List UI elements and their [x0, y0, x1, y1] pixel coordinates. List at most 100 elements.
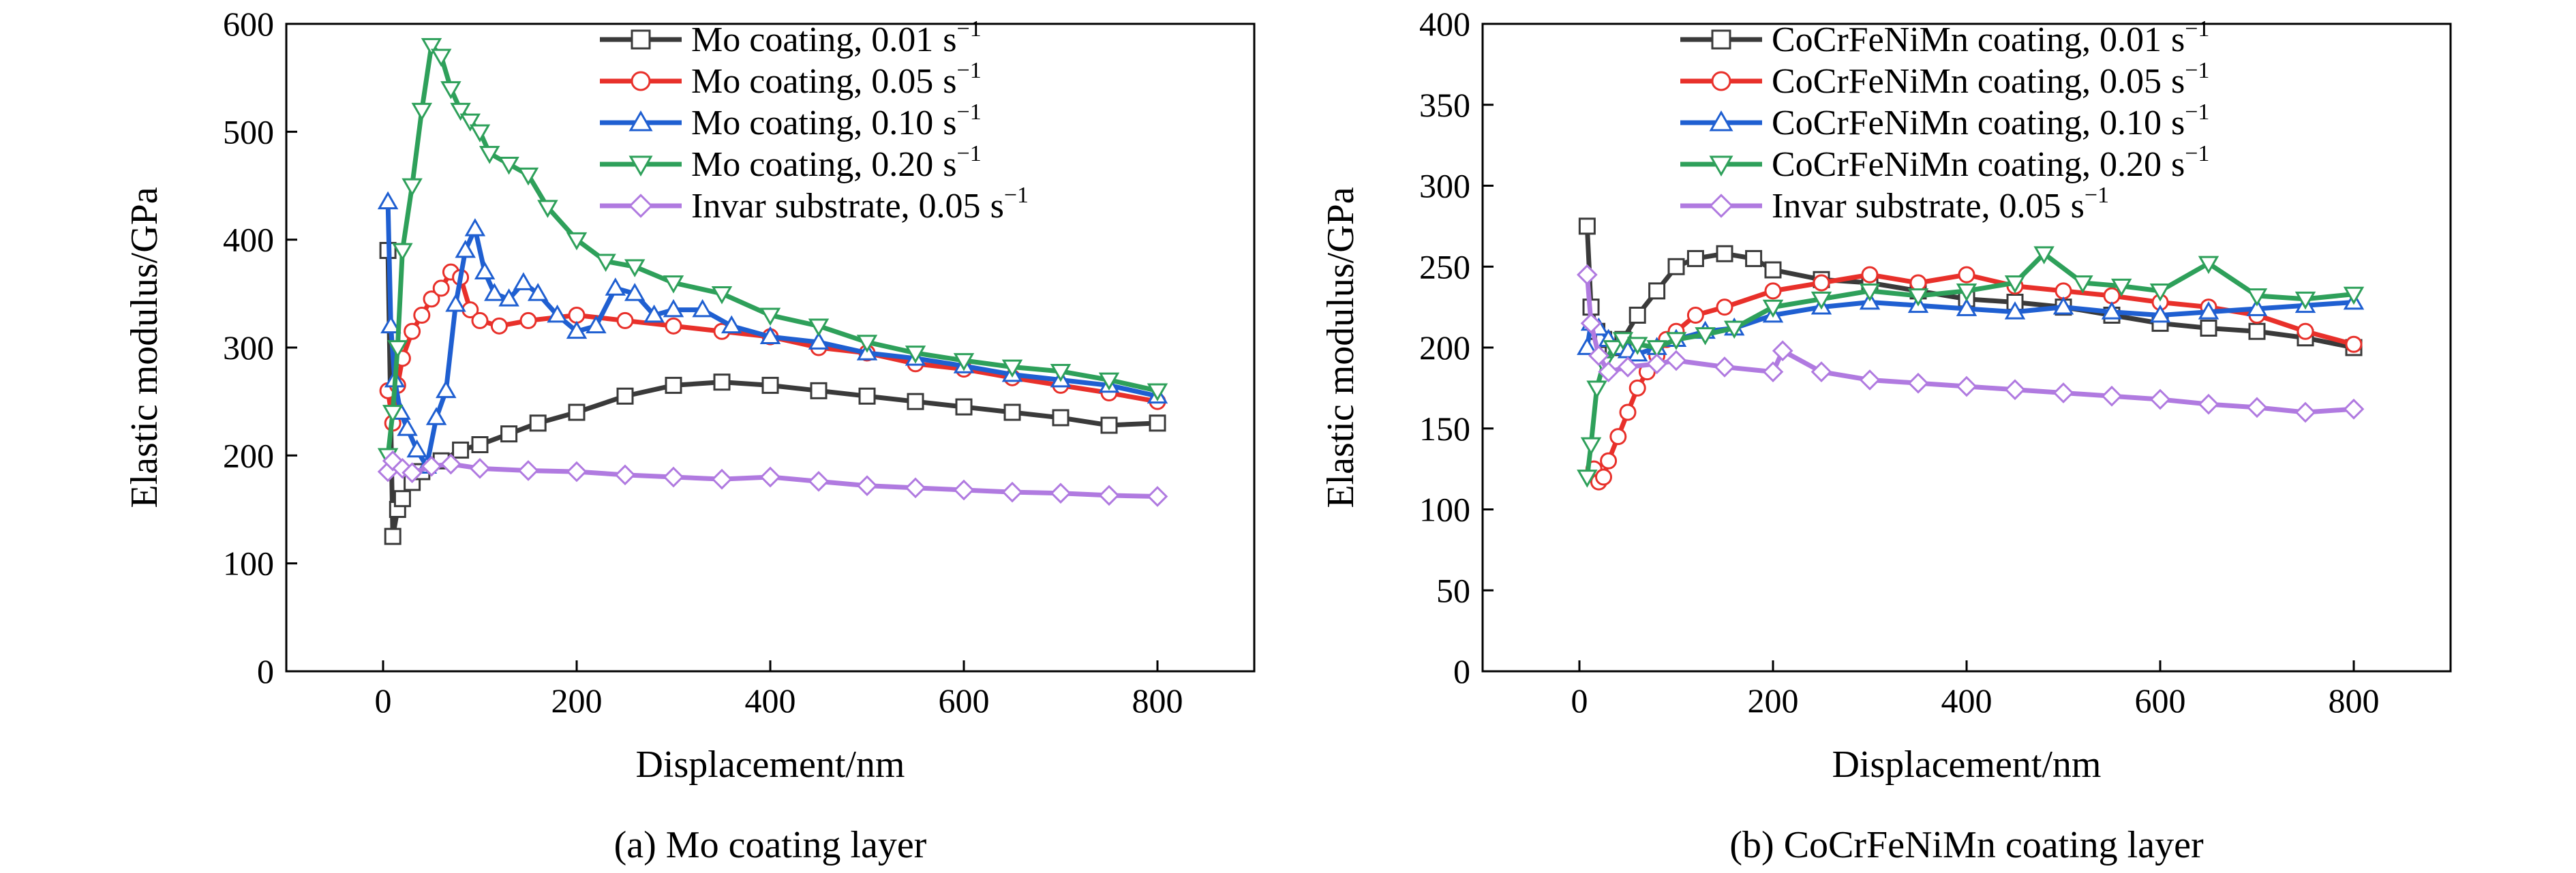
- data-point: [450, 102, 471, 121]
- legend-marker: [628, 194, 653, 218]
- data-point: [1958, 266, 1975, 284]
- data-point: [566, 461, 588, 483]
- data-point: [519, 311, 537, 329]
- legend-label: Mo coating, 0.05 s−1: [691, 58, 982, 101]
- data-point: [953, 353, 975, 371]
- data-point: [517, 167, 539, 186]
- data-point: [905, 477, 926, 499]
- data-point: [1762, 361, 1784, 382]
- chart-panel-a: 0 200 400 600 800 0 100 200 300 400 500 600 Displace…: [123, 5, 1256, 866]
- legend-marker: [1711, 71, 1731, 91]
- series-line: [1584, 272, 2357, 415]
- data-point: [2103, 287, 2121, 305]
- data-point: [479, 146, 500, 164]
- data-point: [537, 200, 558, 218]
- data-point: [2101, 301, 2123, 320]
- data-point: [2200, 320, 2217, 337]
- legend-unit-exponent: −1: [2085, 183, 2109, 208]
- y-tick-label: 100: [1419, 491, 1470, 529]
- legend-unit-exponent: −1: [957, 99, 982, 125]
- data-point: [1716, 245, 1733, 262]
- data-point: [568, 403, 586, 421]
- legend-entry: CoCrFeNiMn coating, 0.01 s−1: [1680, 16, 2209, 59]
- data-point: [397, 418, 418, 436]
- y-tick-label: 50: [1436, 571, 1470, 609]
- data-point: [452, 441, 470, 459]
- data-point: [1686, 307, 1704, 324]
- data-point: [665, 317, 682, 335]
- data-point: [1723, 320, 1745, 339]
- legend-unit: s: [2171, 104, 2185, 142]
- data-point: [1628, 307, 1646, 324]
- x-tick-label: 400: [1941, 681, 1992, 720]
- legend-unit-exponent: −1: [2185, 58, 2209, 83]
- legend-entry: Mo coating, 0.01 s−1: [600, 16, 982, 59]
- data-point: [953, 479, 975, 501]
- data-point: [808, 318, 830, 337]
- data-point: [568, 307, 586, 324]
- data-point: [406, 439, 427, 458]
- legend-name: Mo coating, 0.01: [691, 20, 933, 59]
- legend-unit: s: [943, 104, 956, 142]
- y-tick-label: 300: [223, 328, 274, 367]
- panel-caption: (b) CoCrFeNiMn coating layer: [1729, 824, 2204, 866]
- legend-name: Invar substrate, 0.05: [691, 187, 981, 226]
- data-point: [2004, 301, 2026, 320]
- legend-label: CoCrFeNiMn coating, 0.05 s−1: [1772, 58, 2209, 101]
- data-point: [2297, 322, 2314, 340]
- data-point: [445, 294, 466, 312]
- data-point: [1907, 372, 1929, 394]
- y-tick-label: 500: [223, 112, 274, 151]
- data-point: [413, 307, 431, 324]
- legend-marker: [1709, 194, 1733, 218]
- series-triangle-down: [1577, 246, 2365, 488]
- data-point: [469, 124, 491, 142]
- data-point: [384, 527, 401, 545]
- data-point: [1859, 369, 1881, 390]
- data-point: [432, 279, 450, 297]
- legend-marker: [628, 155, 653, 177]
- legend-marker: [631, 29, 651, 50]
- data-point: [404, 322, 421, 340]
- data-point: [2004, 275, 2026, 294]
- legend-label: Mo coating, 0.01 s−1: [691, 16, 982, 59]
- legend-entry: CoCrFeNiMn coating, 0.05 s−1: [1680, 58, 2209, 101]
- data-point: [517, 460, 539, 481]
- data-point: [2198, 393, 2219, 415]
- legend-unit-exponent: −1: [2185, 16, 2209, 42]
- data-point: [808, 331, 830, 350]
- legend-unit: s: [2171, 62, 2185, 101]
- data-point: [810, 382, 828, 399]
- data-point: [566, 320, 588, 339]
- legend-unit: s: [2171, 20, 2185, 59]
- data-point: [663, 298, 684, 318]
- data-point: [2198, 256, 2219, 275]
- legend-marker: [1709, 155, 1733, 177]
- y-tick-label: 250: [1419, 247, 1470, 286]
- data-point: [464, 218, 486, 236]
- data-point: [1909, 274, 1927, 292]
- data-point: [1810, 361, 1832, 382]
- chart-panel-b: 0 200 400 600 800 0 50 100 150 200 250 300 350 400 Dis…: [1320, 5, 2452, 866]
- data-point: [440, 453, 461, 475]
- data-point: [907, 393, 924, 410]
- data-point: [665, 376, 682, 394]
- data-point: [1665, 332, 1687, 350]
- data-point: [1714, 356, 1736, 378]
- data-point: [1859, 284, 1881, 302]
- y-tick-label: 150: [1419, 410, 1470, 448]
- y-axis-title: Elastic modulus/GPa: [123, 187, 166, 508]
- data-point: [1580, 313, 1602, 334]
- data-point: [2343, 398, 2365, 420]
- x-tick-label: 800: [2329, 681, 2380, 720]
- legend-entry: Invar substrate, 0.05 s−1: [1680, 183, 2109, 226]
- legend-unit-exponent: −1: [1004, 183, 1029, 208]
- data-point: [1603, 340, 1624, 358]
- data-point: [1813, 274, 1830, 292]
- data-point: [905, 346, 926, 364]
- data-point: [1695, 327, 1716, 346]
- data-point: [2055, 282, 2072, 300]
- legend-label: Mo coating, 0.20 s−1: [691, 141, 982, 184]
- data-point: [1050, 363, 1072, 382]
- data-point: [759, 466, 781, 488]
